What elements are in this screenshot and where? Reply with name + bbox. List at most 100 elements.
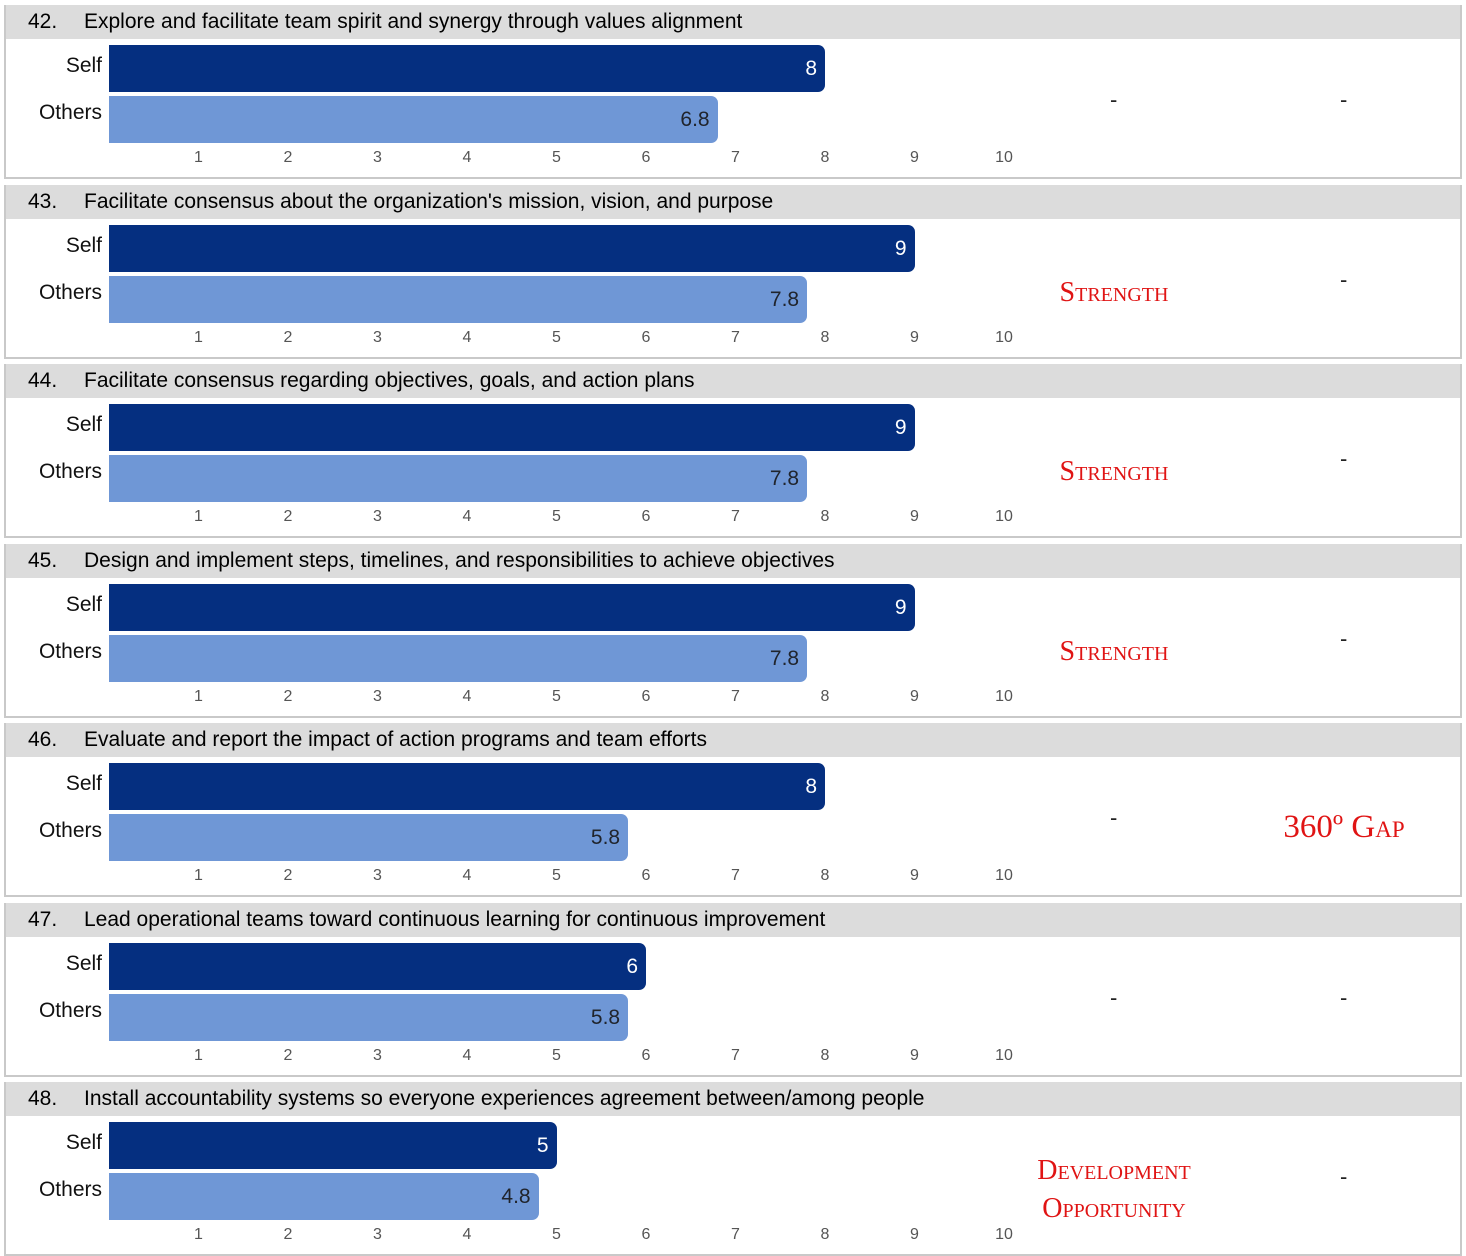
x-tick-label: 10	[995, 1046, 1013, 1064]
x-tick-label: 8	[820, 328, 830, 346]
others-bar: 4.8	[109, 1173, 539, 1220]
x-tick-label: 8	[820, 149, 830, 166]
item-title: 43. Facilitate consensus about the organi…	[6, 184, 1460, 219]
x-tick-label: 6	[641, 1226, 651, 1243]
x-tick-label: 7	[731, 1046, 740, 1064]
item-title-text: Facilitate consensus about the organizat…	[84, 189, 774, 213]
x-tick-label: 4	[462, 687, 472, 705]
x-tick-label: 8	[820, 508, 830, 525]
others-row-label: Others	[38, 819, 102, 842]
item-number: 43.	[28, 189, 58, 213]
x-tick-label: 9	[910, 1046, 919, 1064]
x-tick-label: 5	[552, 149, 561, 166]
competency-item: 48. Install accountability systems so eve…	[4, 1082, 1462, 1256]
self-bar-value: 8	[805, 775, 817, 798]
self-row-label: Self	[65, 413, 102, 436]
self-bar: 9	[109, 224, 915, 272]
x-tick-label: 8	[820, 1046, 830, 1064]
x-tick-label: 9	[910, 1226, 919, 1243]
x-tick-label: 2	[283, 149, 293, 166]
others-row-label: Others	[38, 460, 102, 483]
assessment-flag: Strength	[1059, 635, 1169, 667]
x-tick-label: 7	[731, 508, 740, 525]
self-bar-value: 5	[536, 1134, 549, 1157]
self-bar-value: 9	[894, 236, 907, 260]
self-bar-value: 9	[894, 595, 907, 619]
assessment-flag: Strength	[1059, 456, 1169, 487]
others-row-label: Others	[38, 1178, 102, 1201]
others-bar: 7.8	[109, 634, 808, 682]
others-bar-value: 7.8	[769, 646, 800, 670]
x-tick-label: 5	[552, 687, 561, 705]
x-tick-label: 4	[462, 867, 472, 884]
x-tick-label: 4	[462, 508, 472, 525]
others-bar: 7.8	[109, 455, 808, 502]
competency-item: 44. Facilitate consensus regarding object…	[4, 364, 1462, 538]
x-tick-label: 2	[283, 687, 293, 705]
x-tick-label: 6	[641, 149, 651, 166]
x-tick-label: 3	[373, 1046, 382, 1064]
x-tick-label: 9	[910, 149, 919, 166]
others-bar: 5.8	[109, 993, 629, 1041]
item-number: 42.	[28, 10, 58, 33]
others-bar-value: 5.8	[590, 826, 621, 849]
others-row-label: Others	[38, 639, 102, 663]
self-bar-value: 6	[626, 954, 638, 978]
others-row-label: Others	[38, 280, 102, 304]
x-tick-label: 7	[731, 867, 740, 884]
x-tick-label: 8	[820, 1226, 830, 1243]
self-bar-value: 8	[805, 57, 817, 80]
item-title-text: Explore and facilitate team spirit and s…	[84, 10, 743, 33]
x-tick-label: 1	[194, 328, 203, 346]
x-tick-label: 5	[552, 1046, 561, 1064]
x-tick-label: 3	[373, 149, 382, 166]
self-bar: 6	[109, 942, 646, 990]
item-title: 46. Evaluate and report the impact of act…	[6, 723, 1460, 757]
x-tick-label: 10	[995, 687, 1013, 705]
x-tick-label: 9	[910, 687, 919, 705]
x-tick-label: 8	[820, 867, 830, 884]
x-tick-label: 10	[995, 867, 1013, 884]
x-tick-label: 3	[373, 1226, 382, 1243]
x-tick-label: 2	[283, 867, 293, 884]
x-tick-label: 2	[283, 508, 293, 525]
x-tick-label: 10	[995, 328, 1013, 346]
x-tick-label: 4	[462, 328, 472, 346]
x-tick-label: 2	[283, 1046, 293, 1064]
x-tick-label: 6	[641, 867, 651, 884]
assessment-flag: Development Opportunity	[1037, 1155, 1191, 1224]
item-number: 44.	[28, 369, 58, 392]
self-bar: 5	[109, 1122, 557, 1169]
empty-dash: -	[1110, 984, 1118, 1010]
x-tick-label: 2	[283, 328, 293, 346]
x-tick-label: 2	[283, 1226, 293, 1243]
self-bar: 9	[109, 404, 915, 451]
empty-dash: -	[1340, 625, 1348, 651]
x-tick-label: 3	[373, 508, 382, 525]
item-title-text: Design and implement steps, timelines, a…	[84, 548, 835, 572]
x-tick-label: 1	[194, 687, 203, 705]
x-tick-label: 9	[910, 867, 919, 884]
item-title: 48. Install accountability systems so eve…	[6, 1082, 1460, 1116]
competency-item: 46. Evaluate and report the impact of act…	[4, 723, 1462, 897]
others-bar-value: 7.8	[769, 467, 800, 490]
others-bar-value: 6.8	[680, 108, 710, 131]
competency-item: 43. Facilitate consensus about the organi…	[4, 184, 1462, 359]
item-number: 45.	[28, 548, 58, 572]
x-tick-label: 10	[995, 508, 1013, 525]
empty-dash: -	[1340, 1164, 1348, 1189]
item-number: 48.	[28, 1087, 58, 1110]
x-tick-label: 7	[731, 687, 740, 705]
empty-dash: -	[1340, 266, 1348, 292]
others-bar: 6.8	[109, 96, 718, 143]
others-bar: 7.8	[109, 275, 808, 323]
x-tick-label: 6	[641, 687, 651, 705]
item-number: 47.	[28, 907, 58, 931]
x-tick-label: 3	[373, 867, 382, 884]
self-row-label: Self	[65, 233, 102, 257]
empty-dash: -	[1110, 805, 1118, 830]
competency-item: 45. Design and implement steps, timelines…	[4, 543, 1462, 718]
x-tick-label: 3	[373, 328, 382, 346]
self-bar: 9	[109, 583, 915, 631]
